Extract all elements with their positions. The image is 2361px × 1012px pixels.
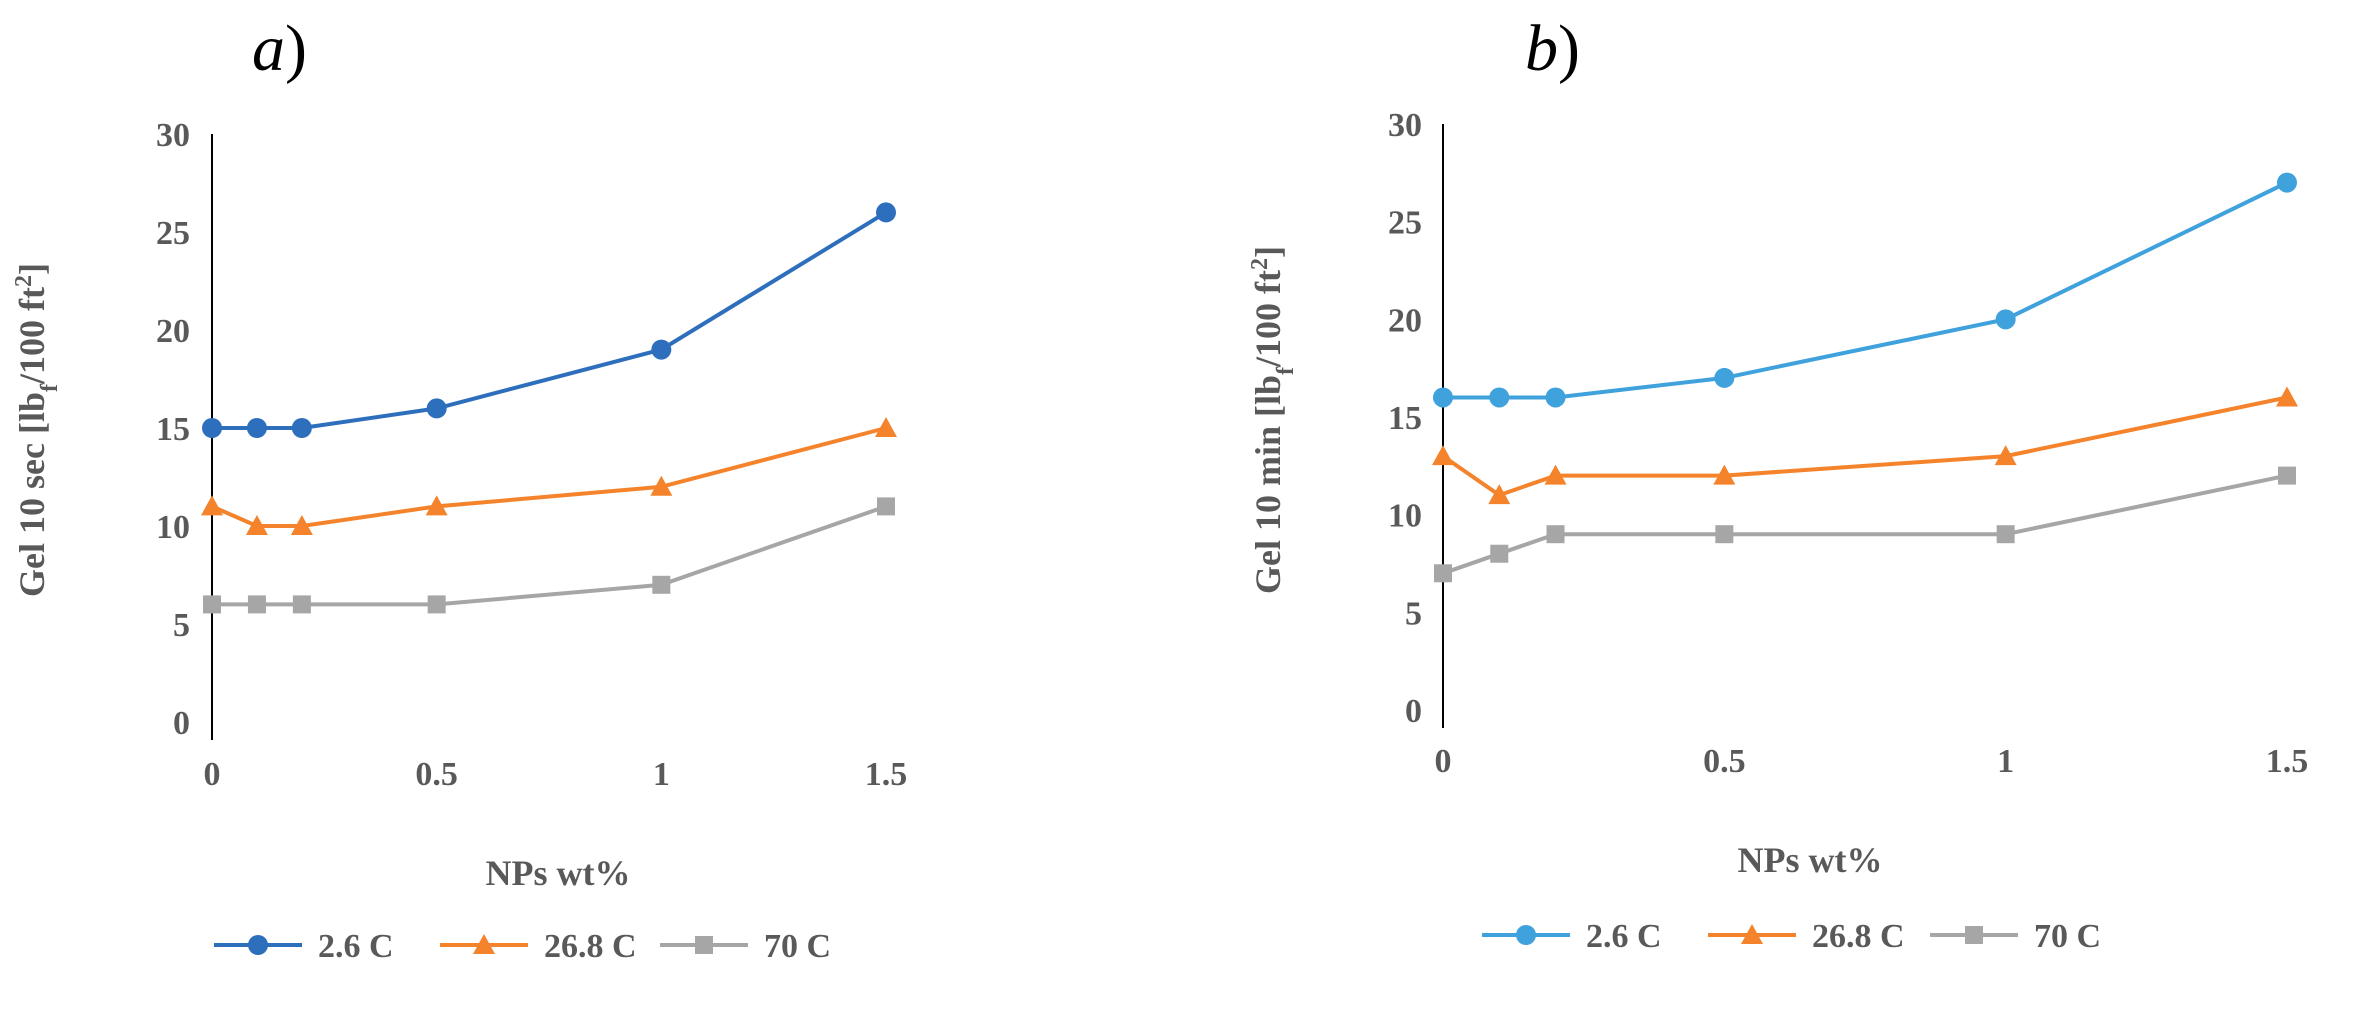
panel-b-data-point: [1433, 387, 1453, 408]
panel-a-x-tick-label: 0.5: [415, 756, 458, 793]
panel-b-label: b): [1525, 12, 1580, 85]
panel-a-y-tick-label: 15: [156, 411, 190, 448]
panel-a-data-point: [875, 417, 897, 437]
panel-a-data-point: [876, 202, 896, 223]
panel-a-data-point: [245, 515, 268, 535]
panel-a-data-point: [203, 595, 221, 614]
panel-b-series-line: [1441, 395, 2288, 498]
panel-b-y-tick-label: 25: [1388, 205, 1422, 242]
panel-a-data-point: [652, 575, 671, 594]
panel-b-y-axis-label: Gel 10 min [lbf/100 ft2]: [1247, 246, 1299, 594]
panel-b-data-point: [1434, 564, 1452, 583]
panel-b-data-point: [1546, 525, 1565, 544]
panel-b-y-tick-label: 5: [1405, 595, 1422, 632]
panel-b-x-ticks: 0 0.5 1 1.5: [1435, 743, 2309, 780]
panel-b-legend-marker: [1516, 925, 1536, 945]
panel-a-legend-marker: [695, 936, 713, 954]
panel-b-legend-marker: [1965, 926, 1983, 944]
panel-a-y-axis-label: Gel 10 sec [lbf/100 ft2]: [11, 263, 63, 597]
panel-a-data-point: [246, 418, 267, 438]
panel-b-series-line: [1443, 180, 2288, 400]
panel-a-data-point: [247, 595, 266, 614]
panel-b-data-point: [1996, 525, 2015, 544]
panel-a-series-line: [211, 426, 887, 528]
panel-a-data-point: [202, 418, 222, 438]
panel-b-x-tick-label: 0.5: [1703, 743, 1746, 780]
panel-a-y-tick-label: 10: [156, 509, 190, 546]
panel-b-data-point: [2276, 386, 2298, 407]
panel-b-x-axis-label: NPs wt%: [1738, 840, 1883, 880]
panel-a-legend: 2.6 C 26.8 C 70 C: [214, 928, 831, 965]
panel-b-series: [1432, 172, 2298, 583]
panel-a-y-tick-label: 20: [156, 313, 190, 350]
panel-a-y-tick-label: 0: [173, 705, 190, 742]
panel-b-data-point: [1714, 367, 1735, 388]
panel-a-data-point: [877, 497, 895, 516]
panel-b-y-ticks: 0 5 10 15 20 25 30: [1388, 107, 1422, 730]
panel-a-data-point: [651, 339, 672, 360]
panel-b-y-tick-label: 20: [1388, 302, 1422, 339]
panel-b-legend-label: 70 C: [2034, 918, 2101, 955]
panel-a-x-ticks: 0 0.5 1 1.5: [204, 756, 908, 793]
panel-a-x-tick-label: 1: [653, 756, 670, 793]
panel-b-data-point: [1713, 464, 1736, 485]
panel-a-data-point: [426, 398, 447, 419]
panel-a-y-tick-label: 5: [173, 607, 190, 644]
panel-a-legend-label: 26.8 C: [544, 928, 637, 965]
panel-b-legend-label: 2.6 C: [1586, 918, 1662, 955]
panel-a-data-point: [290, 515, 313, 535]
panel-b-y-tick-label: 0: [1405, 693, 1422, 730]
panel-a-label: a): [252, 12, 307, 85]
panel-b-legend-label: 26.8 C: [1812, 918, 1905, 955]
panel-a-legend-marker: [248, 935, 268, 955]
panel-b-data-point: [1715, 525, 1734, 544]
panel-a-data-point: [291, 418, 312, 438]
panel-a-x-tick-label: 1.5: [865, 756, 908, 793]
panel-b-data-point: [1544, 464, 1567, 485]
panel-b-legend-marker: [1741, 924, 1763, 944]
panel-b-data-point: [1489, 387, 1510, 408]
panel-a-y-tick-label: 30: [156, 117, 190, 154]
panel-a-data-point: [292, 595, 311, 614]
panel-b-y-tick-label: 30: [1388, 107, 1422, 144]
chart-panel-b: b) 0 5 10 15 20 25 30 0 0.5 1 1.5 Gel 10 min [lbf…: [1247, 12, 2308, 955]
panel-a-x-tick-label: 0: [204, 756, 221, 793]
chart-panel-a: a) 0 5 10 15 20 25 30 0 0.5 1 1.5 Gel 10 sec [lbf…: [11, 12, 907, 965]
panel-b-data-point: [1994, 445, 2017, 466]
panel-b-data-point: [1432, 445, 1454, 466]
panel-a-series: [201, 202, 897, 614]
panel-a-x-axis-label: NPs wt%: [486, 853, 631, 893]
panel-b-data-point: [1545, 387, 1566, 408]
panel-b-data-point: [2278, 466, 2296, 485]
panel-b-y-tick-label: 15: [1388, 400, 1422, 437]
panel-b-y-tick-label: 10: [1388, 498, 1422, 535]
panel-a-data-point: [650, 475, 673, 496]
panel-a-data-point: [425, 495, 448, 516]
panel-b-series-line: [1442, 473, 2288, 576]
panel-a-legend-label: 2.6 C: [318, 928, 394, 965]
panel-b-legend: 2.6 C 26.8 C 70 C: [1482, 918, 2101, 955]
panel-a-data-point: [427, 595, 446, 614]
panel-a-series-line: [212, 210, 888, 430]
panel-b-data-point: [1995, 309, 2016, 330]
panel-a-data-point: [201, 495, 223, 516]
panel-a-legend-label: 70 C: [764, 928, 831, 965]
panel-b-x-tick-label: 1.5: [2266, 743, 2309, 780]
panel-a-y-tick-label: 25: [156, 215, 190, 252]
panel-b-data-point: [1488, 484, 1511, 505]
panel-b-x-tick-label: 1: [1997, 743, 2014, 780]
panel-a-series-line: [212, 504, 887, 607]
panel-a-legend-marker: [473, 934, 495, 954]
panel-b-data-point: [1490, 544, 1509, 563]
panel-a-y-ticks: 0 5 10 15 20 25 30: [156, 117, 190, 742]
panel-b-data-point: [2277, 172, 2297, 193]
panel-b-x-tick-label: 0: [1435, 743, 1452, 780]
